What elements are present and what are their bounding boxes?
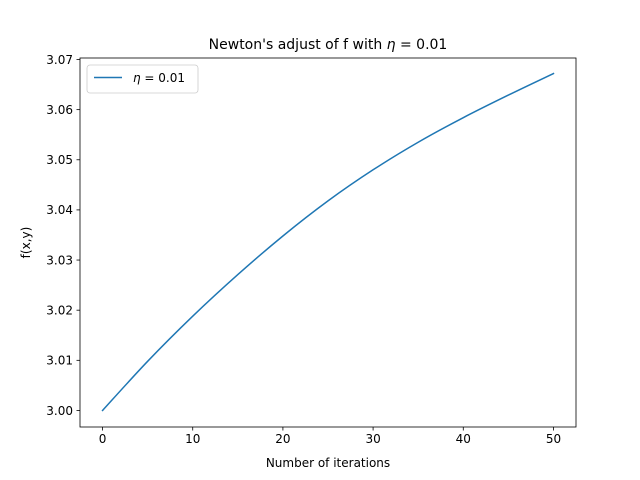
y-tick-label: 3.03 [46, 253, 73, 267]
x-tick-label: 0 [99, 432, 107, 446]
series-layer [101, 72, 555, 412]
y-tick-label: 3.01 [46, 354, 73, 368]
chart-title: Newton's adjust of f with η = 0.01 [209, 37, 448, 53]
y-axis-label: f(x,y) [19, 227, 33, 259]
y-axis-ticks: 3.00 3.01 3.02 3.03 3.04 3.05 3.06 3.07 [46, 53, 80, 418]
legend: η = 0.01 [86, 64, 199, 94]
x-axis-label: Number of iterations [266, 456, 390, 470]
x-tick-label: 10 [185, 432, 200, 446]
x-axis-ticks: 0 10 20 30 40 50 [99, 427, 561, 446]
x-tick-label: 20 [275, 432, 290, 446]
legend-box [86, 64, 199, 94]
legend-label: η = 0.01 [133, 71, 185, 85]
x-tick-label: 40 [456, 432, 471, 446]
x-tick-label: 30 [365, 432, 380, 446]
y-tick-label: 3.07 [46, 53, 73, 67]
series-line [101, 72, 555, 412]
y-tick-label: 3.04 [46, 203, 73, 217]
y-tick-label: 3.00 [46, 404, 73, 418]
y-tick-label: 3.06 [46, 103, 73, 117]
y-tick-label: 3.05 [46, 153, 73, 167]
y-tick-label: 3.02 [46, 303, 73, 317]
x-tick-label: 50 [546, 432, 561, 446]
plot-frame [79, 57, 577, 428]
